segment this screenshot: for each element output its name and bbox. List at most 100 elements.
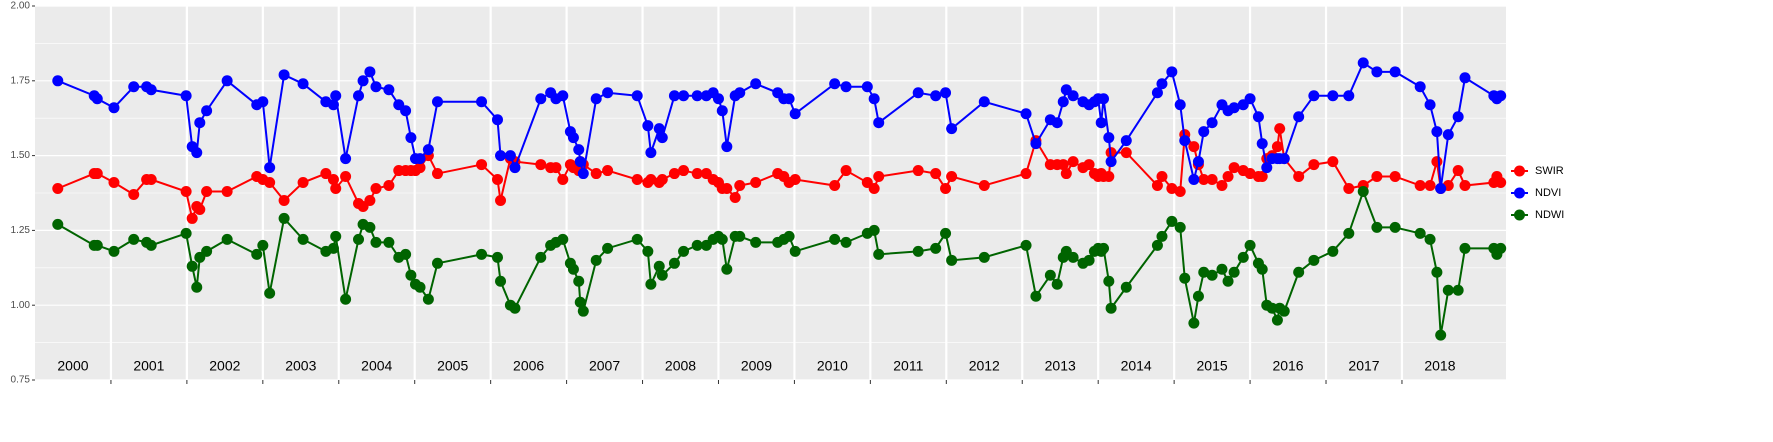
point [1120,281,1132,293]
point [221,75,233,87]
year-label: 2010 [817,358,848,374]
point [297,177,309,189]
point [383,84,395,96]
point [1020,239,1032,251]
year-label: 2006 [513,358,544,374]
point [221,186,233,198]
point [1095,117,1107,129]
point [1103,171,1115,183]
point [1357,57,1369,69]
point [940,87,952,99]
point [577,305,589,317]
point [364,66,376,78]
point [1051,117,1063,129]
point [330,230,342,242]
point [691,90,703,102]
point [789,108,801,120]
point [1216,180,1228,192]
point [912,87,924,99]
point [1151,239,1163,251]
point [108,102,120,114]
point [1103,275,1115,287]
point [577,168,589,180]
point [656,174,668,186]
point [476,248,488,260]
point [1274,123,1286,135]
year-label: 2003 [285,358,316,374]
point [1327,245,1339,257]
point [1192,156,1204,168]
point [491,251,503,263]
year-label: 2012 [969,358,1000,374]
point [405,132,417,144]
point [495,194,507,206]
point [734,180,746,192]
point [1371,221,1383,233]
point [1424,99,1436,111]
point [495,275,507,287]
point [1308,159,1320,171]
y-tick-label: 0.75 [11,375,31,386]
point [1166,215,1178,227]
point [721,141,733,153]
point [145,84,157,96]
year-label: 2011 [893,358,923,374]
point [829,78,841,90]
point [1198,266,1210,278]
year-label: 2014 [1121,358,1152,374]
point [52,75,64,87]
point [829,180,841,192]
point [631,233,643,245]
point [264,287,276,299]
point [476,159,488,171]
point [1293,266,1305,278]
point [422,144,434,156]
point [930,90,942,102]
point [180,90,192,102]
year-label: 2005 [437,358,468,374]
point [327,99,339,111]
point [668,257,680,269]
point [1174,99,1186,111]
point [873,248,885,260]
point [330,90,342,102]
point [264,162,276,174]
point [422,293,434,305]
point [1179,272,1191,284]
point [194,117,206,129]
point [631,174,643,186]
point [297,233,309,245]
point [535,159,547,171]
point [946,171,958,183]
year-label: 2015 [1197,358,1228,374]
point [691,168,703,180]
point [278,212,290,224]
point [1431,126,1443,138]
point [431,96,443,108]
point [1067,156,1079,168]
point [1452,111,1464,123]
point [145,239,157,251]
point [978,251,990,263]
legend-marker [1514,209,1525,221]
y-tick-label: 1.50 [11,150,31,161]
point [1256,263,1268,275]
point [1435,183,1447,195]
point [1222,171,1234,183]
point [946,254,958,266]
point [567,263,579,275]
point [1156,78,1168,90]
point [873,171,885,183]
point [829,233,841,245]
point [353,90,365,102]
point [108,177,120,189]
point [1459,180,1471,192]
point [1371,171,1383,183]
point [1206,174,1218,186]
point [574,296,586,308]
point [1057,159,1069,171]
point [1452,165,1464,177]
point [128,81,140,93]
point [186,212,198,224]
point [1188,174,1200,186]
